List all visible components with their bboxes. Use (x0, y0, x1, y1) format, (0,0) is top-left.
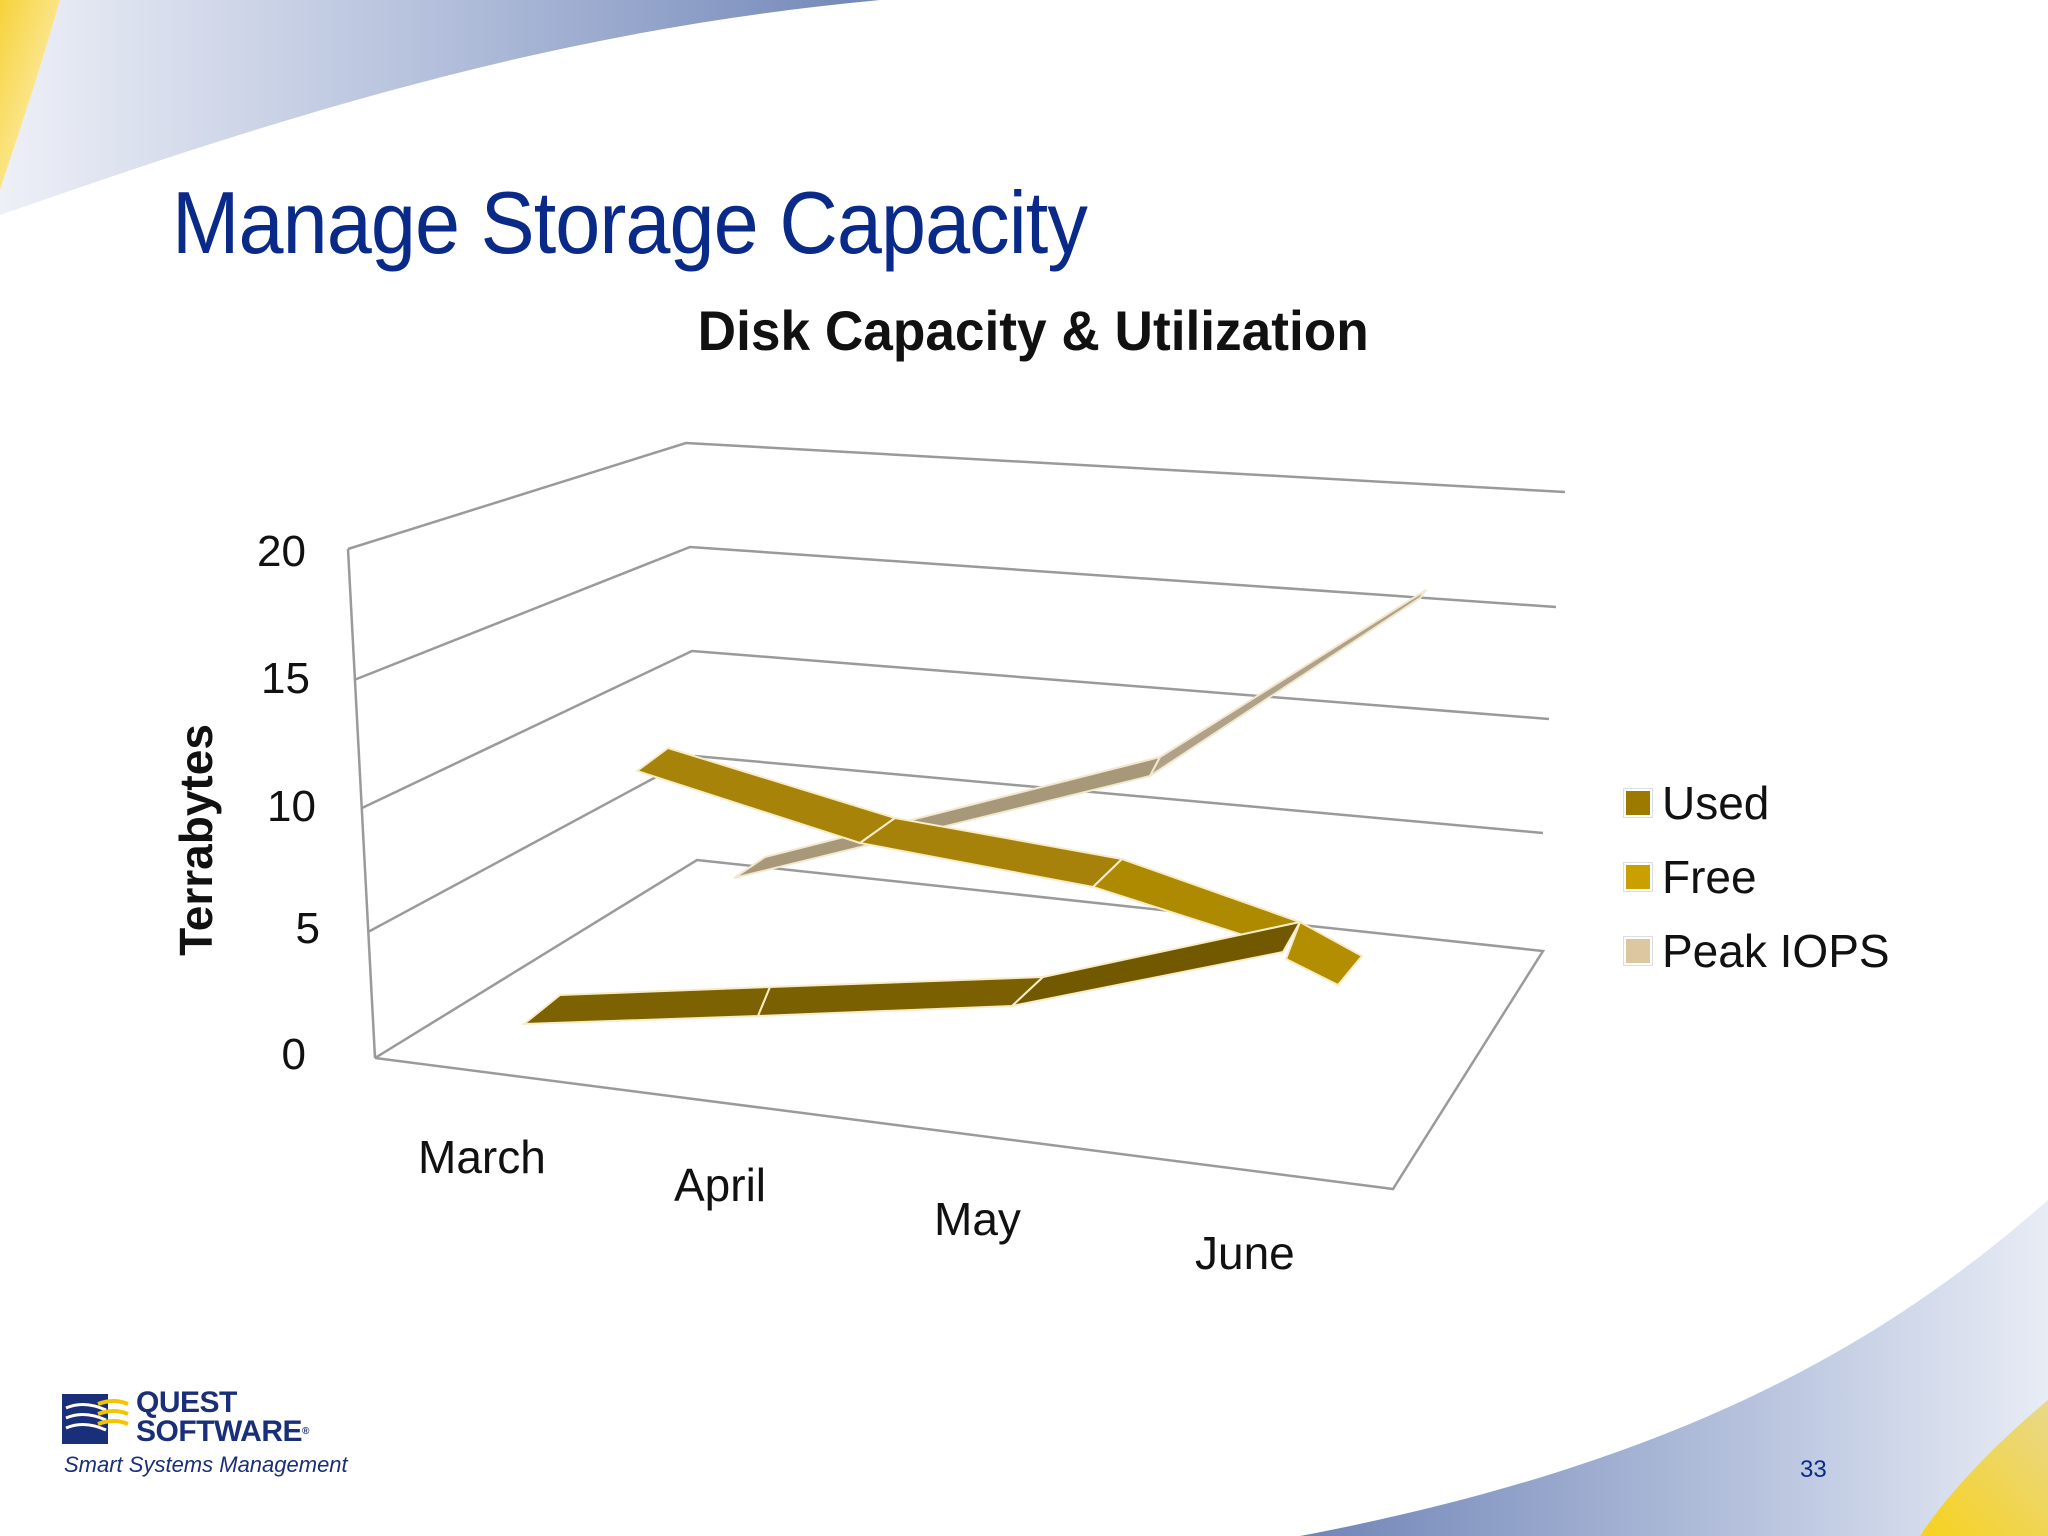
legend-item-used: Used (1623, 766, 1890, 840)
y-axis-title: Terrabytes (170, 724, 222, 956)
series-used (521, 920, 1302, 1026)
legend-swatch-used (1623, 788, 1653, 818)
page-number: 33 (1800, 1456, 1827, 1483)
series-peak-iops (733, 589, 1427, 879)
logo-line-quest: QUEST (136, 1386, 237, 1419)
legend-item-free: Free (1623, 840, 1890, 914)
slide-title: Manage Storage Capacity (172, 173, 1088, 272)
y-tick-10: 10 (267, 782, 316, 831)
legend-label-peak-iops: Peak IOPS (1662, 925, 1890, 977)
logo-tagline: Smart Systems Management (64, 1452, 348, 1477)
x-label-april: April (674, 1159, 767, 1211)
quest-logo-icon (62, 1394, 129, 1444)
legend-swatch-free (1623, 862, 1653, 892)
chart-legend: Used Free Peak IOPS (1623, 766, 1890, 988)
legend-item-peak-iops: Peak IOPS (1623, 914, 1890, 988)
legend-label-free: Free (1662, 851, 1757, 903)
x-label-may: May (934, 1193, 1021, 1245)
y-tick-20: 20 (257, 527, 306, 576)
y-tick-0: 0 (281, 1030, 306, 1079)
legend-label-used: Used (1662, 777, 1770, 829)
legend-swatch-peak-iops (1623, 936, 1653, 966)
x-label-march: March (418, 1131, 546, 1183)
y-tick-15: 15 (261, 654, 310, 703)
chart-title: Disk Capacity & Utilization (0, 298, 2048, 363)
logo-line-software: SOFTWARE (136, 1415, 303, 1448)
chart-title-text: Disk Capacity & Utilization (697, 299, 1369, 362)
logo-registered-mark: ® (302, 1426, 309, 1437)
series-free (634, 746, 1364, 987)
x-label-june: June (1195, 1227, 1295, 1279)
logo-wordmark: QUEST SOFTWARE® (136, 1386, 309, 1448)
y-tick-5: 5 (295, 904, 320, 953)
